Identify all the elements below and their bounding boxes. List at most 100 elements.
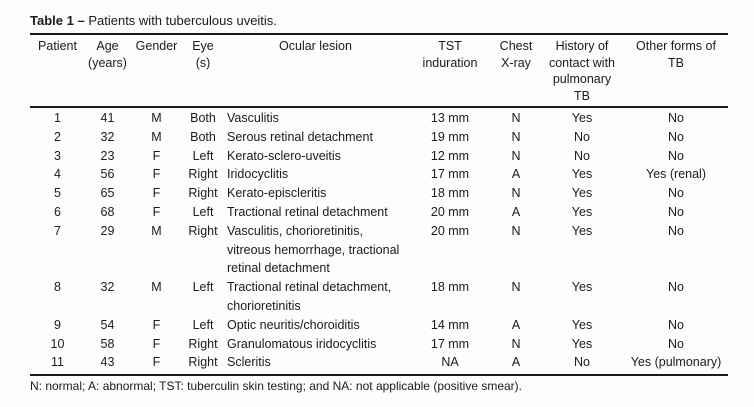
cell-eye: Right xyxy=(188,336,218,351)
table-row: 11 43 F Right Scleritis NA A No Yes (pulmonary) xyxy=(30,353,728,375)
cell-chest-xray: N xyxy=(511,280,521,295)
table-row: 3 23 F Left Kerato-sclero-uveitis 12 mm N No No xyxy=(30,147,728,166)
cell-eye: Right xyxy=(188,223,218,238)
header-cell-ocular-lesion: Ocular lesion xyxy=(279,39,352,53)
cell-chest-xray: A xyxy=(511,167,521,182)
cell-tst-induration: 18 mm xyxy=(430,186,470,201)
cell-history-contact: Yes xyxy=(571,111,593,125)
cell-eye: Left xyxy=(192,204,214,219)
cell-age: 68 xyxy=(100,204,115,219)
cell-gender: M xyxy=(151,280,162,295)
cell-age: 23 xyxy=(100,148,115,163)
cell-history-contact: No xyxy=(574,129,590,144)
cell-other-tb: Yes (pulmonary) xyxy=(630,355,722,370)
cell-tst-induration: NA xyxy=(441,355,459,370)
cell-age: 43 xyxy=(100,355,115,370)
cell-eye: Left xyxy=(192,317,214,332)
cell-history-contact: Yes xyxy=(571,336,593,351)
cell-ocular-lesion: Scleritis xyxy=(227,355,271,370)
cell-chest-xray: A xyxy=(511,355,521,370)
cell-chest-xray: A xyxy=(511,317,521,332)
cell-chest-xray: A xyxy=(511,204,521,219)
cell-gender: M xyxy=(151,223,162,238)
cell-other-tb: No xyxy=(668,111,684,125)
table-caption: Patients with tuberculous uveitis. xyxy=(88,13,277,28)
header-cell-history-contact: History of contact with pulmonary TB xyxy=(548,39,615,103)
cell-tst-induration: 13 mm xyxy=(430,111,470,125)
cell-other-tb: No xyxy=(668,280,684,295)
cell-eye: Right xyxy=(188,186,218,201)
header-cell-other-tb: Other forms of TB xyxy=(636,39,716,70)
cell-other-tb: No xyxy=(668,148,684,163)
table-body: 1 41 M Both Vasculitis 13 mm N Yes No 2 32 M Both Ser… xyxy=(30,107,728,375)
cell-tst-induration: 18 mm xyxy=(430,280,470,295)
cell-gender: F xyxy=(152,204,161,219)
cell-eye: Both xyxy=(190,111,216,125)
cell-patient: 7 xyxy=(54,223,61,238)
cell-patient: 2 xyxy=(54,129,61,144)
cell-age: 58 xyxy=(100,336,115,351)
cell-age: 32 xyxy=(100,129,115,144)
table-row: 9 54 F Left Optic neuritis/choroiditis 14 mm A… xyxy=(30,316,728,335)
cell-history-contact: Yes xyxy=(571,167,593,182)
cell-history-contact: Yes xyxy=(571,223,593,238)
table-label: Table 1 xyxy=(30,13,74,28)
cell-ocular-lesion: Tractional retinal detachment xyxy=(227,204,388,219)
header-cell-eye: Eye (s) xyxy=(192,39,214,70)
cell-eye: Right xyxy=(188,167,218,182)
cell-tst-induration: 12 mm xyxy=(430,148,470,163)
header-cell-chest-xray: Chest X-ray xyxy=(499,39,533,70)
cell-history-contact: Yes xyxy=(571,186,593,201)
cell-patient: 10 xyxy=(50,336,65,351)
cell-gender: F xyxy=(152,336,161,351)
cell-age: 65 xyxy=(100,186,115,201)
cell-history-contact: Yes xyxy=(571,280,593,295)
cell-chest-xray: N xyxy=(511,148,521,163)
cell-history-contact: No xyxy=(574,148,590,163)
cell-gender: F xyxy=(152,148,161,163)
cell-tst-induration: 17 mm xyxy=(430,167,470,182)
table-row: 8 32 M Left Tractional retinal detachment, c… xyxy=(30,278,728,316)
cell-chest-xray: N xyxy=(511,186,521,201)
header-row: Patient Age (years) Gender Eye (s) Ocular lesi… xyxy=(30,34,728,107)
cell-ocular-lesion: Iridocyclitis xyxy=(227,167,289,182)
cell-patient: 11 xyxy=(51,355,64,370)
table-row: 7 29 M Right Vasculitis, chorioretinitis, vi… xyxy=(30,222,728,278)
cell-tst-induration: 14 mm xyxy=(430,317,470,332)
cell-other-tb: No xyxy=(668,204,684,219)
table-row: 6 68 F Left Tractional retinal detachment 20 … xyxy=(30,203,728,222)
table-row: 1 41 M Both Vasculitis 13 mm N Yes No xyxy=(30,107,728,128)
cell-patient: 4 xyxy=(54,167,61,182)
cell-eye: Left xyxy=(192,280,214,295)
cell-gender: F xyxy=(152,167,161,182)
cell-chest-xray: N xyxy=(511,111,521,125)
cell-age: 41 xyxy=(100,111,115,125)
cell-eye: Right xyxy=(188,355,218,370)
cell-history-contact: Yes xyxy=(571,204,593,219)
cell-history-contact: No xyxy=(574,355,590,370)
table-row: 5 65 F Right Kerato-episcleritis 18 mm N Yes No xyxy=(30,184,728,203)
cell-gender: M xyxy=(151,111,162,125)
cell-age: 32 xyxy=(100,280,115,295)
cell-gender: F xyxy=(152,186,161,201)
table-row: 10 58 F Right Granulomatous iridocyclitis 17 … xyxy=(30,335,728,354)
cell-patient: 1 xyxy=(54,111,61,125)
cell-tst-induration: 17 mm xyxy=(430,336,470,351)
header-cell-patient: Patient xyxy=(38,39,77,53)
cell-patient: 3 xyxy=(54,148,61,163)
cell-ocular-lesion: Kerato-sclero-uveitis xyxy=(227,148,341,163)
table-figure: Table 1 – Patients with tuberculous uvei… xyxy=(30,12,728,394)
cell-other-tb: No xyxy=(668,129,684,144)
cell-age: 29 xyxy=(100,223,115,238)
title-separator: – xyxy=(77,13,85,28)
table-row: 2 32 M Both Serous retinal detachment 19 mm N N… xyxy=(30,128,728,147)
cell-ocular-lesion: Tractional retinal detachment, chorioret… xyxy=(227,280,392,313)
cell-age: 56 xyxy=(100,167,115,182)
table-footnote: N: normal; A: abnormal; TST: tuberculin … xyxy=(30,379,523,394)
cell-gender: F xyxy=(152,317,161,332)
header-cell-age: Age (years) xyxy=(88,39,127,70)
cell-tst-induration: 19 mm xyxy=(430,129,470,144)
cell-history-contact: Yes xyxy=(571,317,593,332)
cell-other-tb: No xyxy=(668,317,684,332)
cell-eye: Left xyxy=(192,148,214,163)
